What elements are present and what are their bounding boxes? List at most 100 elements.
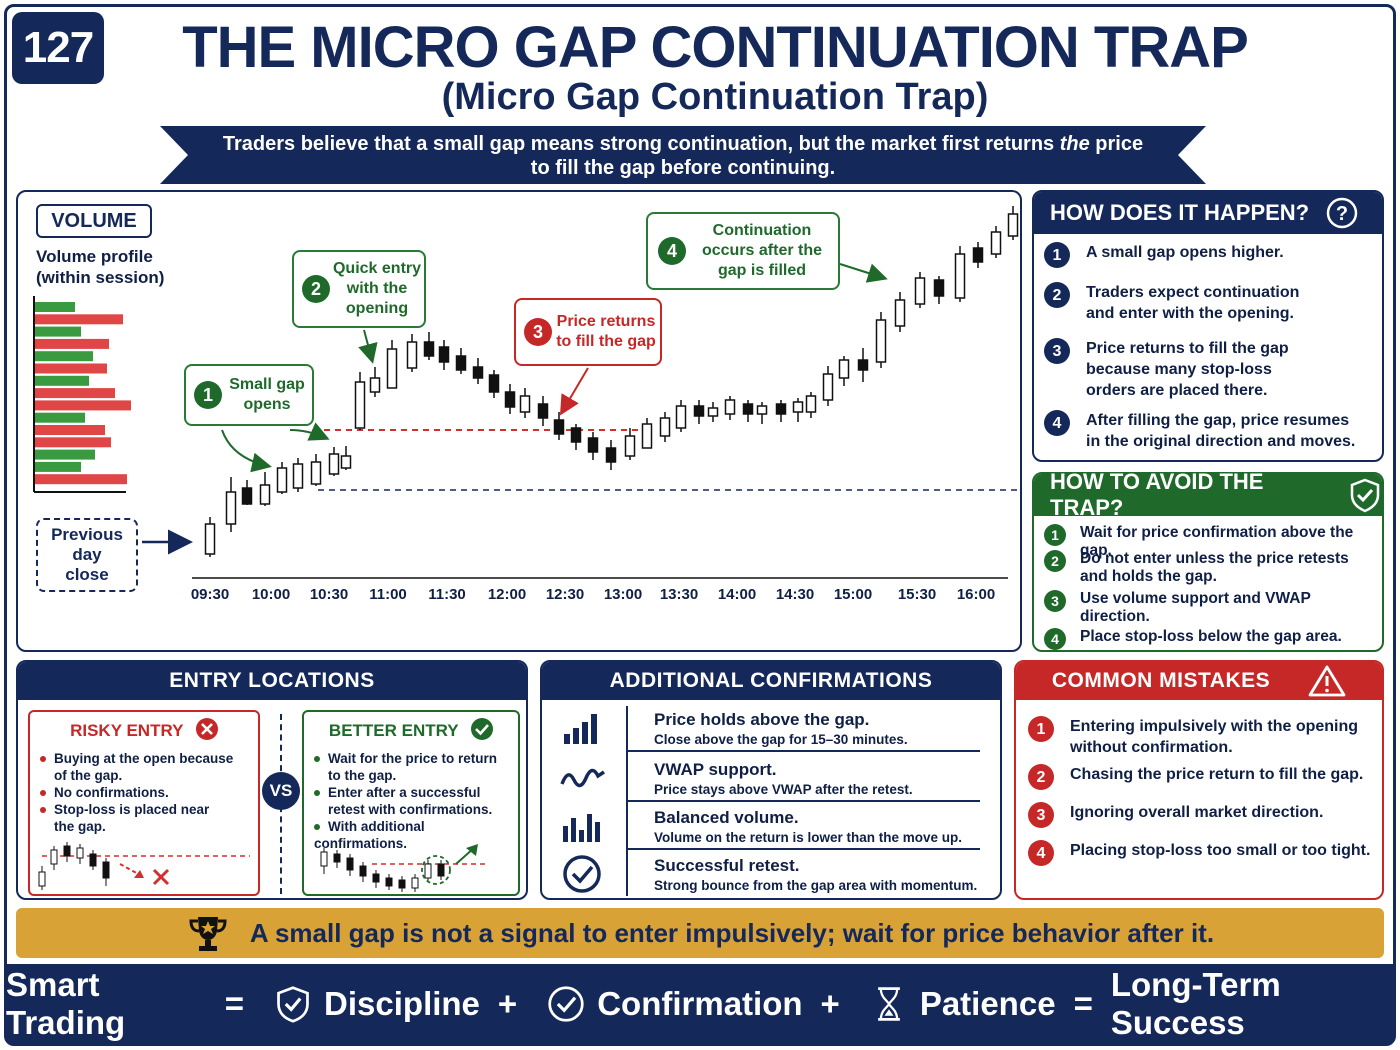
mistake-item-2: 2 Chasing the price return to fill the g… <box>1028 764 1363 790</box>
risky-entry-box: RISKY ENTRY Buying at the open because of… <box>28 710 260 896</box>
candle-body <box>972 247 984 263</box>
time-axis-label: 13:00 <box>603 586 643 603</box>
entry-panel: ENTRY LOCATIONS RISKY ENTRY Buying at th… <box>16 660 528 900</box>
x-circle-icon <box>195 718 218 740</box>
volume-profile-bar <box>35 461 81 472</box>
page-title: THE MICRO GAP CONTINUATION TRAP <box>182 15 1249 80</box>
candle-body <box>838 359 850 379</box>
time-axis-label: 14:30 <box>775 586 815 603</box>
check-circle-icon <box>563 855 601 893</box>
confirmation-desc-1: Close above the gap for 15–30 minutes. <box>654 732 908 747</box>
time-axis-label: 10:00 <box>251 586 291 603</box>
callout-arrow <box>221 429 272 473</box>
confirmation-separator <box>628 848 980 850</box>
risky-entry-header: RISKY ENTRY <box>30 718 258 741</box>
volume-profile-bar <box>35 302 75 312</box>
footer-plus: + <box>497 985 518 1022</box>
chart-panel: VOLUME Volume profile (within session) P… <box>16 190 1022 652</box>
shield-check-icon <box>277 986 309 1023</box>
volume-profile-bar <box>35 388 115 399</box>
trophy-icon <box>189 917 227 951</box>
confirmations-title: ADDITIONAL CONFIRMATIONS <box>542 662 1000 700</box>
footer-long-term-success: Long-Term Success <box>1110 966 1281 1041</box>
callout-price-returns: 3 Price returns to fill the gap <box>514 298 662 366</box>
question-icon: ? <box>1326 197 1358 229</box>
how-item-4: 4 After filling the gap, price resumes in… <box>1044 410 1355 452</box>
how-header: HOW DOES IT HAPPEN? ? <box>1034 192 1382 234</box>
candle-body <box>756 405 768 415</box>
time-axis-label: 16:00 <box>956 586 996 603</box>
volume-profile-bar <box>35 375 89 386</box>
candle-body <box>354 381 366 429</box>
mistakes-title: COMMON MISTAKES <box>1051 669 1271 692</box>
candle-body <box>241 487 253 505</box>
callout-arrow <box>839 263 888 283</box>
avoid-item-4: 4 Place stop-loss below the gap area. <box>1044 628 1342 650</box>
how-item-1: 1 A small gap opens higher. <box>1044 242 1284 268</box>
check-circle-icon <box>548 986 584 1022</box>
time-axis-label: 15:00 <box>833 586 873 603</box>
step-1-marker: 1 <box>194 381 222 409</box>
candle-body <box>553 419 565 435</box>
candle-body <box>225 491 237 525</box>
svg-text:?: ? <box>1336 203 1348 225</box>
how-panel: HOW DOES IT HAPPEN? ? 1 A small gap open… <box>1032 190 1384 462</box>
mistakes-header: COMMON MISTAKES <box>1016 662 1382 700</box>
confirmations-divider <box>626 706 628 896</box>
volume-profile-bar <box>35 425 105 435</box>
candle-body <box>742 403 754 415</box>
bar-chart-icon <box>564 714 597 744</box>
avoid-title: HOW TO AVOID THE TRAP? <box>1050 469 1264 520</box>
avoid-item-1: 1 Wait for price confirmation above the … <box>1044 524 1382 560</box>
hourglass-icon <box>877 987 900 1021</box>
avoid-panel: HOW TO AVOID THE TRAP? 1 Wait for price … <box>1032 469 1384 652</box>
volume-profile-bar <box>35 326 81 337</box>
candle-body <box>406 341 418 369</box>
time-axis-label: 15:30 <box>897 586 937 603</box>
candle-body <box>438 346 450 363</box>
footer-smart-trading: Smart Trading <box>6 966 126 1041</box>
risky-entry-title: RISKY ENTRY <box>70 721 184 740</box>
time-axis-label: 09:30 <box>190 586 230 603</box>
candle-body <box>822 373 834 401</box>
time-axis-label: 11:30 <box>428 586 466 603</box>
previous-day-close-label: Previous day close <box>36 518 138 592</box>
candle-body <box>914 277 926 305</box>
confirmation-title-4: Successful retest. <box>654 856 800 875</box>
candle-body <box>340 455 352 469</box>
key-takeaway-bar: A small gap is not a signal to enter imp… <box>16 908 1384 958</box>
better-entry-box: BETTER ENTRY Wait for the price to retur… <box>302 710 520 896</box>
callout-arrow <box>289 422 330 441</box>
callout-small-gap: 1 Small gap opens <box>184 364 314 426</box>
confirmation-item-2: VWAP support. Price stays above VWAP aft… <box>542 756 1000 804</box>
risky-item-2: No confirmations. <box>40 784 169 801</box>
candle-body <box>954 253 966 299</box>
footer-patience: Patience <box>919 985 1056 1022</box>
better-item-3: With additional confirmations. <box>314 819 425 851</box>
candle-body <box>369 377 381 393</box>
candle-body <box>875 319 887 363</box>
candle-body <box>605 447 617 463</box>
confirmation-desc-3: Volume on the return is lower than the m… <box>654 830 963 845</box>
confirmation-separator <box>628 750 980 752</box>
volume-subtitle-line-2: (within session) <box>36 268 165 287</box>
volume-profile-bar <box>35 474 127 485</box>
page-subtitle: (Micro Gap Continuation Trap) <box>441 76 989 118</box>
candle-body <box>455 355 467 371</box>
volume-profile-bar <box>35 363 107 374</box>
mistake-item-3: 3 Ignoring overall market direction. <box>1028 802 1323 828</box>
confirmation-separator <box>628 800 980 802</box>
candle-body <box>423 341 435 357</box>
versus-badge: VS <box>262 772 300 810</box>
confirmation-title-1: Price holds above the gap. <box>654 710 870 729</box>
candle-body <box>990 231 1002 255</box>
candle-body <box>894 299 906 327</box>
step-3-marker: 3 <box>524 318 552 346</box>
candle-body <box>775 403 787 415</box>
volume-subtitle-line-1: Volume profile <box>36 247 153 266</box>
candle-body <box>292 463 304 489</box>
candle-body <box>624 435 636 457</box>
candle-body <box>328 453 340 475</box>
step-2-marker: 2 <box>302 275 330 303</box>
confirmation-title-2: VWAP support. <box>654 760 777 779</box>
